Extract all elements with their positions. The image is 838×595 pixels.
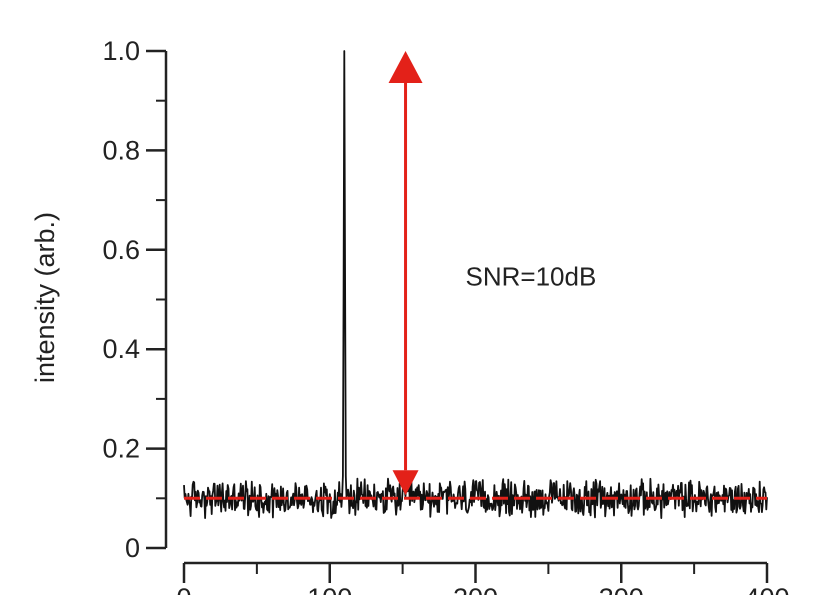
x-tick-label: 100	[307, 583, 352, 595]
signal-trace	[183, 50, 768, 519]
x-tick-label: 300	[599, 583, 644, 595]
y-tick-label: 0.8	[102, 135, 140, 165]
y-axis-title: intensity (arb.)	[30, 212, 60, 383]
x-tick-label: 200	[453, 583, 498, 595]
x-tick-label: 0	[176, 583, 191, 595]
y-tick-label: 1.0	[102, 36, 140, 66]
annotations: SNR=10dB	[388, 51, 597, 496]
snr-arrow-head-bottom	[392, 470, 419, 496]
y-tick-label: 0.4	[102, 334, 140, 364]
snr-annotation: SNR=10dB	[466, 262, 597, 292]
y-tick-label: 0.6	[102, 235, 140, 265]
y-tick-label: 0	[125, 533, 140, 563]
y-ticks: 0 0.2 0.4 0.6 0.8 1.0	[102, 36, 166, 563]
axes: 0 0.2 0.4 0.6 0.8 1.0 0 100 200 300 400	[102, 36, 789, 595]
plot-area	[183, 50, 768, 519]
x-ticks: 0 100 200 300 400	[176, 563, 790, 595]
snr-arrow-head-top	[388, 51, 423, 83]
y-tick-label: 0.2	[102, 434, 140, 464]
x-tick-label: 400	[744, 583, 789, 595]
